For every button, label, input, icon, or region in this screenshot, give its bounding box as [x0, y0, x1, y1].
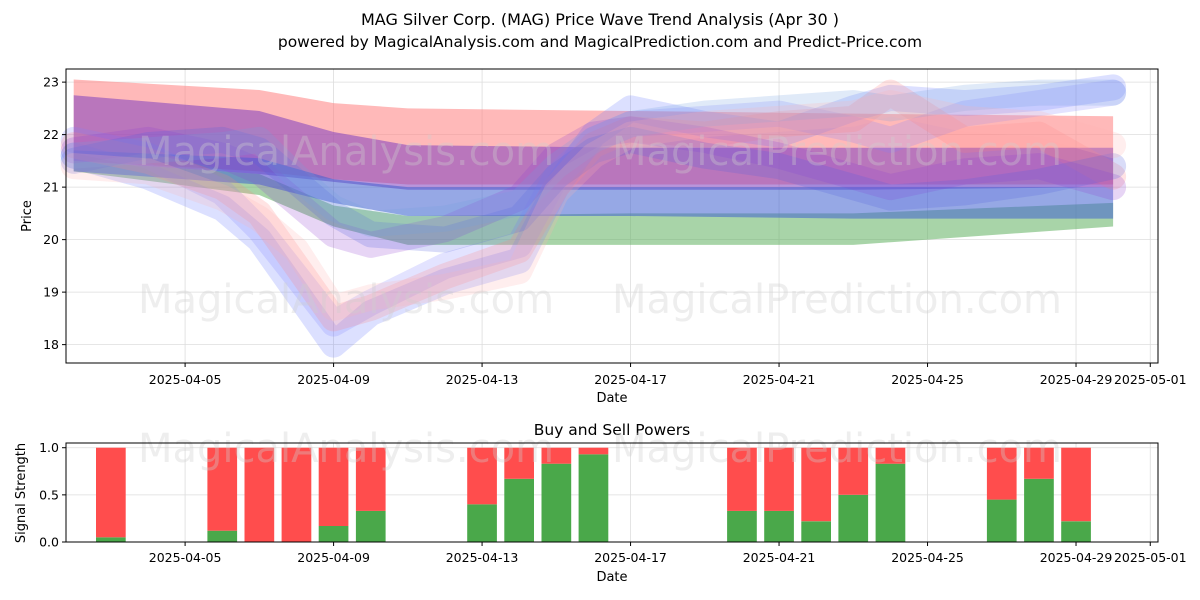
price-wave-3	[60, 79, 1127, 332]
buy-power-bar	[504, 478, 534, 542]
sell-power-bar	[986, 447, 1017, 500]
sell-power-bar	[207, 447, 238, 531]
watermark-analysis-upper: MagicalAnalysis.com	[138, 129, 554, 175]
price-y-axis-label: Price	[20, 200, 35, 232]
sell-power-bar	[1061, 447, 1091, 522]
watermark-analysis-signal: MagicalAnalysis.com	[138, 426, 554, 472]
price-y-tick-label: 22	[43, 127, 59, 142]
price-x-tick-label: 2025-04-29	[1040, 372, 1113, 387]
trend-band-3	[73, 160, 1114, 245]
buy-power-bar	[1061, 521, 1091, 542]
buy-power-bar	[355, 510, 386, 542]
signal-x-tick-label: 2025-04-21	[743, 550, 816, 565]
sell-power-bar	[318, 447, 349, 526]
buy-power-bar	[727, 510, 757, 542]
price-x-axis: 2025-04-05 2025-04-09 2025-04-13 2025-04-17…	[149, 363, 1187, 387]
signal-x-tick-label: 2025-04-05	[149, 550, 222, 565]
signal-x-tick-label: 2025-04-13	[446, 550, 519, 565]
signal-x-tick-label: 2025-04-17	[594, 550, 667, 565]
price-x-tick-label: 2025-04-21	[743, 372, 816, 387]
sell-power-bar	[801, 447, 831, 522]
buy-power-bar	[801, 521, 831, 542]
signal-chart: Buy and Sell Powers MagicalAnalysis.com …	[14, 421, 1187, 585]
trend-band-2	[73, 95, 1114, 190]
chart-subtitle: powered by MagicalAnalysis.com and Magic…	[278, 33, 922, 51]
sell-power-bar	[727, 447, 757, 511]
signal-x-axis-label: Date	[596, 570, 627, 585]
signal-y-axis: 0.0 0.5 1.0	[39, 440, 66, 550]
sell-power-bar	[355, 447, 386, 511]
signal-x-tick-label: 2025-04-09	[297, 550, 370, 565]
buy-power-bar	[838, 494, 869, 542]
watermark-prediction: MagicalPrediction.com	[612, 277, 1062, 323]
price-wave-2	[60, 79, 1127, 337]
price-waves	[60, 74, 1127, 358]
price-wave-5	[60, 126, 1127, 253]
sell-power-bar	[244, 447, 275, 542]
price-x-axis-label: Date	[596, 391, 627, 406]
price-wave-4	[60, 116, 1127, 258]
buy-power-bar	[467, 504, 497, 542]
signal-y-tick-label: 0.5	[39, 487, 59, 502]
price-x-tick-label: 2025-04-25	[891, 372, 964, 387]
sell-power-bar	[764, 447, 794, 511]
sell-power-bar	[1024, 447, 1054, 479]
signal-x-tick-label: 2025-04-25	[891, 550, 964, 565]
signal-x-axis: 2025-04-05 2025-04-09 2025-04-13 2025-04-17…	[149, 542, 1187, 565]
sell-power-bar	[541, 447, 572, 464]
sell-power-bar	[578, 447, 609, 455]
signal-chart-title: Buy and Sell Powers	[534, 421, 691, 439]
buy-power-bar	[578, 454, 609, 542]
price-bands	[73, 79, 1114, 245]
trend-band-4	[73, 150, 1114, 219]
price-x-tick-label: 2025-04-13	[446, 372, 519, 387]
chart-title: MAG Silver Corp. (MAG) Price Wave Trend …	[361, 10, 839, 29]
price-wave-7	[60, 90, 1127, 321]
sell-power-bar	[875, 447, 906, 464]
signal-x-tick-label: 2025-04-29	[1040, 550, 1113, 565]
price-x-tick-label: 2025-04-17	[594, 372, 667, 387]
price-wave-1	[60, 74, 1127, 358]
buy-power-bar	[875, 463, 906, 542]
sell-power-bar	[96, 447, 126, 538]
buy-power-bar	[541, 463, 572, 542]
price-y-tick-label: 19	[43, 285, 59, 300]
price-chart: MagicalAnalysis.com MagicalPrediction.co…	[20, 68, 1187, 406]
sell-power-bar	[838, 447, 869, 495]
price-y-tick-label: 21	[43, 180, 59, 195]
price-x-tick-label: 2025-04-09	[297, 372, 370, 387]
price-y-tick-label: 23	[43, 75, 59, 90]
signal-plot-frame	[65, 442, 1159, 543]
buy-power-bar	[318, 526, 349, 542]
price-x-tick-label: 2025-04-05	[149, 372, 222, 387]
buy-power-bar	[764, 510, 794, 542]
price-plot-frame	[65, 68, 1159, 364]
buy-power-bar	[207, 530, 238, 542]
buy-power-bar	[96, 537, 126, 542]
price-y-tick-label: 20	[43, 232, 59, 247]
watermark-analysis: MagicalAnalysis.com	[138, 277, 554, 323]
price-x-tick-label: 2025-05-01	[1114, 372, 1187, 387]
sell-power-bar	[467, 447, 497, 505]
watermark-prediction-signal: MagicalPrediction.com	[612, 426, 1062, 472]
price-wave-6	[60, 79, 1127, 237]
price-y-tick-label: 18	[43, 337, 59, 352]
sell-power-bar	[504, 447, 534, 479]
signal-bars	[96, 447, 1091, 542]
signal-y-tick-label: 0.0	[39, 535, 59, 550]
watermark-prediction-upper: MagicalPrediction.com	[612, 129, 1062, 175]
buy-power-bar	[1024, 478, 1054, 542]
buy-power-bar	[986, 499, 1017, 542]
sell-power-bar	[281, 447, 312, 542]
signal-x-tick-label: 2025-05-01	[1114, 550, 1187, 565]
price-y-axis: 18 19 20 21 22 23	[43, 75, 66, 352]
signal-y-tick-label: 1.0	[39, 440, 59, 455]
signal-y-axis-label: Signal Strength	[14, 443, 29, 543]
